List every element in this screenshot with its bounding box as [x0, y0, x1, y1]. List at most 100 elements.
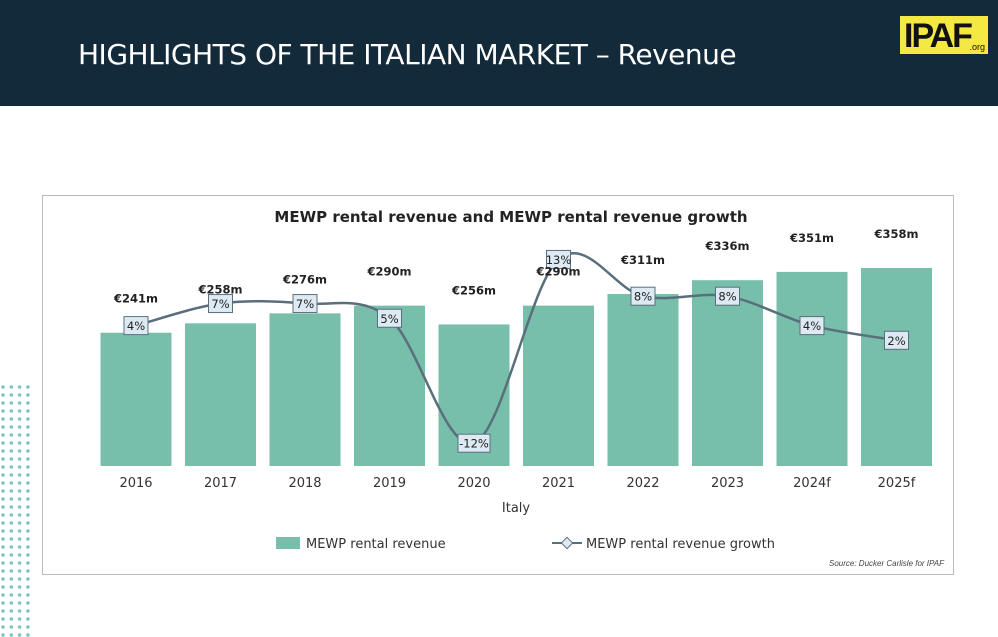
x-tick-label: 2023 — [711, 476, 744, 491]
bar-value-label: €258m — [198, 282, 243, 296]
dot — [17, 593, 22, 597]
dot — [1, 537, 5, 541]
dot — [17, 481, 22, 485]
growth-value-label: -12% — [459, 437, 489, 451]
dot — [26, 521, 30, 525]
dot — [26, 633, 30, 637]
dot — [1, 529, 5, 533]
dot — [26, 465, 30, 469]
growth-point-box — [884, 330, 909, 350]
dot — [1, 569, 5, 573]
dot — [26, 569, 30, 573]
dot — [17, 457, 22, 461]
dot — [26, 441, 30, 445]
bar-value-label: €336m — [705, 239, 750, 253]
dot — [26, 505, 30, 509]
dot — [17, 489, 22, 493]
growth-value-label: 2% — [887, 334, 905, 348]
dot — [1, 401, 5, 405]
dot — [1, 553, 5, 557]
bar-value-label: €276m — [282, 272, 327, 286]
dot — [17, 633, 22, 637]
chart-frame — [42, 195, 954, 575]
dot — [1, 593, 5, 597]
bar — [100, 332, 172, 466]
dot — [1, 585, 5, 589]
dot — [9, 441, 14, 445]
dot — [1, 633, 5, 637]
dot — [9, 561, 14, 565]
dot — [1, 513, 5, 517]
dot — [26, 609, 30, 613]
growth-point-box — [630, 286, 656, 306]
dot — [17, 625, 22, 629]
dot — [9, 569, 14, 573]
growth-value-label: 8% — [718, 290, 736, 304]
decorative-dots — [1, 385, 30, 637]
dot — [17, 545, 22, 549]
dot — [9, 537, 14, 541]
legend-line-label: MEWP rental revenue growth — [586, 537, 775, 552]
dot — [26, 425, 30, 429]
dot — [9, 393, 14, 397]
dot — [9, 553, 14, 557]
dot — [1, 489, 5, 493]
dot — [26, 433, 30, 437]
bar — [269, 313, 341, 466]
x-tick-label: 2024f — [793, 476, 831, 491]
dot — [1, 505, 5, 509]
dot — [26, 561, 30, 565]
dot — [26, 497, 30, 501]
bar-value-label: €290m — [367, 265, 412, 279]
dot — [26, 401, 30, 405]
dot — [1, 409, 5, 413]
dot — [26, 417, 30, 421]
dot — [17, 569, 22, 573]
dot — [17, 473, 22, 477]
dot — [9, 497, 14, 501]
dot — [1, 433, 5, 437]
dot — [17, 449, 22, 453]
bar-value-label: €351m — [789, 231, 834, 245]
growth-value-label: 8% — [634, 290, 652, 304]
dot — [1, 545, 5, 549]
dot — [9, 513, 14, 517]
dot — [9, 433, 14, 437]
dot — [26, 409, 30, 413]
x-tick-label: 2017 — [204, 476, 237, 491]
bar — [692, 280, 763, 466]
dot — [17, 385, 22, 389]
bar — [354, 305, 425, 466]
growth-value-label: 7% — [211, 297, 229, 311]
dot — [26, 457, 30, 461]
dot — [9, 521, 14, 525]
dot — [17, 521, 22, 525]
x-tick-label: 2019 — [373, 476, 406, 491]
dot — [17, 505, 22, 509]
dot — [26, 617, 30, 621]
x-tick-label: 2022 — [626, 476, 659, 491]
dot — [1, 521, 5, 525]
dot — [17, 553, 22, 557]
dot — [1, 385, 5, 389]
dot — [26, 553, 30, 557]
dot — [26, 385, 30, 389]
x-tick-label: 2016 — [119, 476, 152, 491]
ipaf-logo: IPAF .org — [900, 16, 988, 55]
dot — [1, 609, 5, 613]
dot — [9, 385, 14, 389]
dot — [9, 409, 14, 413]
dot — [17, 601, 22, 605]
growth-value-label: 7% — [296, 297, 314, 311]
dot — [26, 577, 30, 581]
dot — [1, 625, 5, 629]
dot — [9, 425, 14, 429]
dot — [17, 425, 22, 429]
dot — [17, 401, 22, 405]
dot — [9, 449, 14, 453]
bar — [776, 271, 848, 466]
growth-point-box — [123, 316, 149, 336]
dot — [17, 393, 22, 397]
growth-point-box — [292, 294, 318, 314]
